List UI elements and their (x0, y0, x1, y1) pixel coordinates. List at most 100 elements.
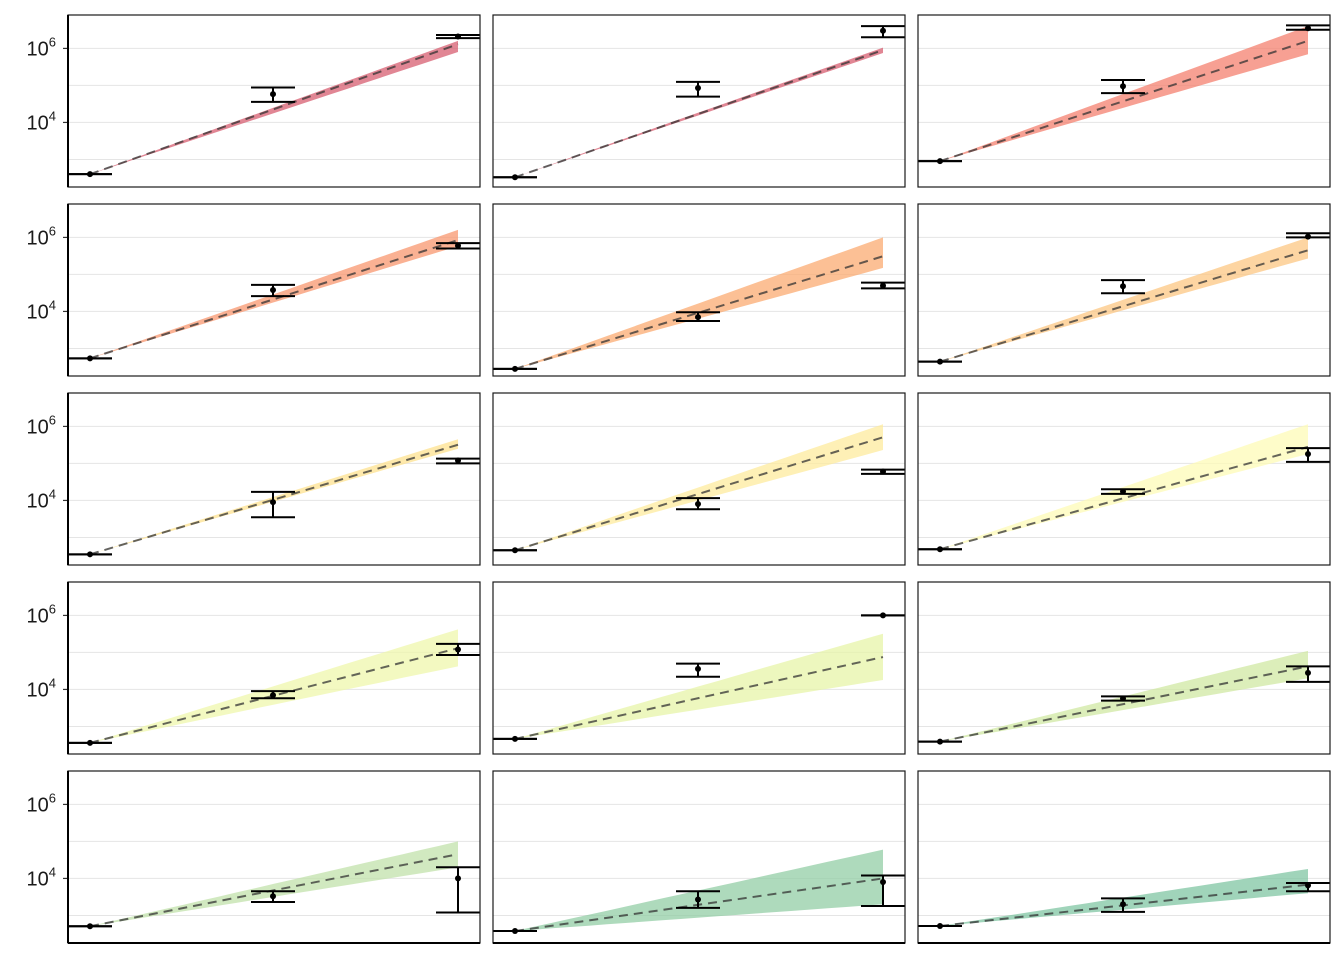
data-point (1305, 450, 1311, 457)
fit-line (89, 647, 459, 744)
data-point (1120, 695, 1126, 702)
data-point (1305, 669, 1311, 676)
data-point (880, 27, 886, 34)
data-point (1305, 882, 1311, 889)
y-tick-label: 106 (27, 790, 56, 816)
data-point (87, 551, 93, 558)
panel-background (68, 393, 480, 565)
y-tick-label: 106 (27, 601, 56, 627)
data-point (937, 546, 943, 553)
confidence-band (515, 424, 883, 551)
data-point (455, 242, 461, 249)
fit-line (514, 49, 884, 179)
data-point (455, 457, 461, 464)
panel-border (492, 581, 906, 755)
data-point (87, 923, 93, 930)
data-point (1305, 233, 1311, 240)
data-point (695, 501, 701, 508)
panel-10 (67, 581, 481, 755)
data-point (1120, 901, 1126, 908)
panel-background (493, 15, 905, 187)
data-point (937, 738, 943, 745)
data-point (87, 739, 93, 746)
data-point (455, 33, 461, 40)
fit-line (514, 255, 884, 370)
y-tick-label: 104 (27, 486, 56, 512)
fit-line (939, 665, 1309, 743)
panel-1 (67, 14, 481, 188)
data-point (937, 358, 943, 365)
data-point (1120, 283, 1126, 290)
y-tick-label: 104 (27, 297, 56, 323)
data-point (880, 612, 886, 619)
data-point (512, 174, 518, 181)
data-point (695, 665, 701, 672)
data-point (512, 547, 518, 554)
data-point (937, 158, 943, 165)
fit-line (514, 656, 884, 740)
data-point (455, 875, 461, 882)
confidence-band (90, 841, 458, 927)
y-tick-label: 106 (27, 412, 56, 438)
fit-line (89, 443, 459, 556)
fit-line (89, 239, 459, 360)
fit-line (939, 445, 1309, 551)
confidence-band (515, 633, 883, 739)
panel-3 (917, 14, 1331, 188)
panel-12 (917, 581, 1331, 755)
panel-border (917, 203, 1331, 377)
panel-8 (492, 392, 906, 566)
data-point (270, 91, 276, 98)
fit-line (939, 249, 1309, 363)
data-point (695, 314, 701, 321)
y-tick-label: 104 (27, 108, 56, 134)
data-point (270, 692, 276, 699)
confidence-band (940, 424, 1308, 550)
panel-border (917, 581, 1331, 755)
panel-2 (492, 14, 906, 188)
data-point (1120, 83, 1126, 90)
data-point (695, 85, 701, 92)
data-point (270, 893, 276, 900)
panel-border (917, 14, 1331, 188)
data-point (880, 879, 886, 886)
data-point (937, 922, 943, 929)
data-point (455, 646, 461, 653)
panel-border (917, 392, 1331, 566)
fit-line (89, 43, 459, 176)
panel-4 (67, 203, 481, 377)
panel-background (493, 204, 905, 376)
panel-9 (917, 392, 1331, 566)
data-point (1305, 25, 1311, 32)
fit-line (939, 39, 1309, 163)
panel-7 (67, 392, 481, 566)
data-point (512, 735, 518, 742)
confidence-band (515, 47, 883, 178)
y-tick-label: 104 (27, 864, 56, 890)
panel-15 (917, 770, 1331, 944)
panel-5 (492, 203, 906, 377)
panel-background (918, 771, 1330, 943)
data-point (87, 355, 93, 362)
data-point (270, 286, 276, 293)
fit-line (514, 436, 884, 552)
data-point (695, 896, 701, 903)
data-point (880, 468, 886, 475)
data-point (880, 282, 886, 289)
data-point (270, 499, 276, 506)
panel-6 (917, 203, 1331, 377)
panel-border (492, 392, 906, 566)
y-tick-label: 106 (27, 34, 56, 60)
data-point (1120, 488, 1126, 495)
confidence-band (90, 629, 458, 743)
fit-line (89, 853, 459, 928)
data-point (87, 171, 93, 178)
panel-border (492, 14, 906, 188)
y-tick-label: 106 (27, 223, 56, 249)
panel-13 (67, 770, 481, 944)
panel-border (492, 203, 906, 377)
data-point (512, 927, 518, 934)
confidence-band (940, 869, 1308, 926)
panel-11 (492, 581, 906, 755)
